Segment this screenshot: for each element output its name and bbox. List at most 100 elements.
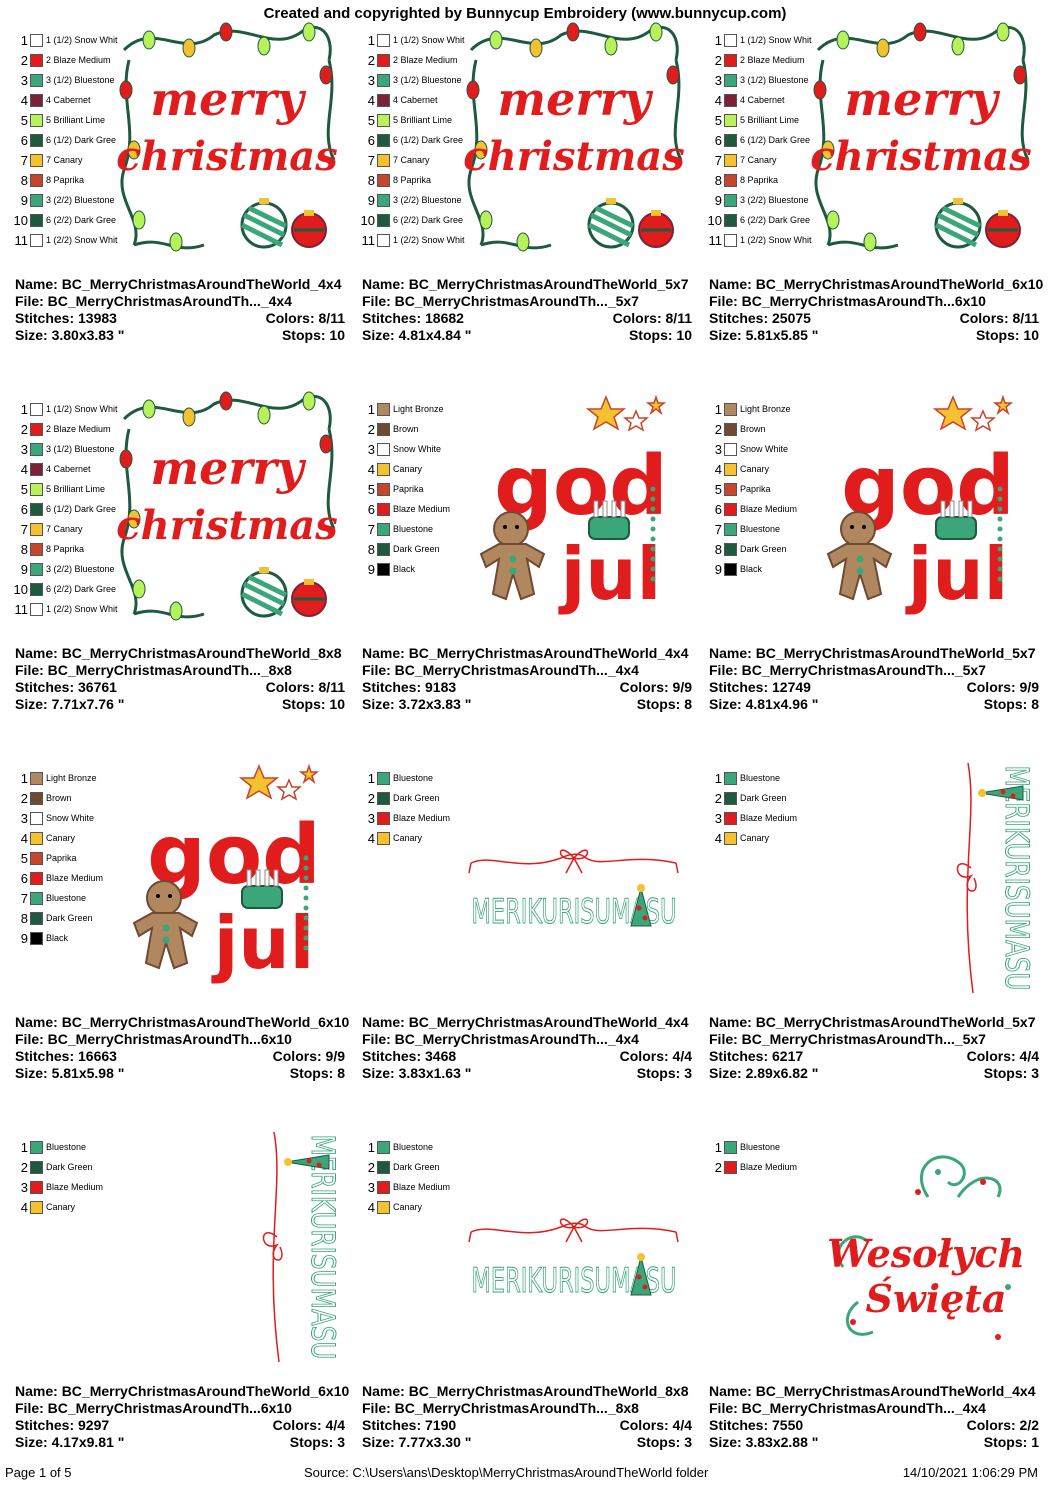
stop-count: 3	[337, 1434, 345, 1450]
legend-color-name: 3 (1/2) Bluestone	[393, 75, 462, 85]
stitch-count: 7190	[425, 1417, 457, 1433]
color-swatch	[724, 1140, 737, 1154]
design-size: 4.81x4.96 "	[745, 696, 819, 712]
legend-color-name: 3 (1/2) Bluestone	[46, 75, 115, 85]
legend-number: 3	[367, 810, 375, 826]
legend-row: 1 Bluestone	[706, 768, 818, 788]
legend-number: 5	[367, 481, 375, 497]
legend-number: 5	[20, 112, 28, 128]
legend-row: 9 Black	[359, 559, 471, 579]
design-info: Name: BC_MerryChristmasAroundTheWorld_6x…	[15, 1383, 355, 1451]
color-swatch	[30, 1140, 43, 1154]
art-text-wesolych: Wesołych	[827, 1231, 1025, 1276]
legend-row: 5 5 Brilliant Lime	[706, 110, 818, 130]
legend-number: 8	[20, 910, 28, 926]
design-preview: merry christmas	[114, 20, 340, 258]
color-swatch	[724, 442, 737, 456]
legend-number: 3	[20, 1179, 28, 1195]
legend-number: 2	[20, 421, 28, 437]
name-label: Name:	[362, 276, 405, 292]
legend-number: 7	[20, 521, 28, 537]
color-swatch	[377, 73, 390, 87]
legend-color-name: Brown	[46, 793, 72, 803]
stop-count: 10	[329, 327, 345, 343]
design-size: 4.17x9.81 "	[51, 1434, 125, 1450]
legend-color-name: 8 Paprika	[393, 175, 432, 185]
color-swatch	[724, 113, 737, 127]
color-swatch	[30, 153, 43, 167]
legend-number: 2	[714, 790, 722, 806]
legend-number: 6	[714, 132, 722, 148]
legend-row: 7 7 Canary	[706, 150, 818, 170]
stitch-count: 36761	[78, 679, 117, 695]
legend-row: 5 5 Brilliant Lime	[359, 110, 471, 130]
color-swatch	[30, 173, 43, 187]
legend-number: 2	[367, 52, 375, 68]
color-swatch	[724, 213, 737, 227]
color-swatch	[377, 771, 390, 785]
stops-label: Stops:	[983, 1434, 1028, 1450]
legend-number: 1	[20, 401, 28, 417]
legend-row: 2 Dark Green	[359, 788, 471, 808]
legend-row: 6 Blaze Medium	[706, 499, 818, 519]
color-legend: 1 1 (1/2) Snow Whit 2 2 Blaze Medium 3 3…	[12, 399, 124, 619]
stop-count: 10	[329, 696, 345, 712]
color-swatch	[30, 33, 43, 47]
legend-row: 3 Blaze Medium	[359, 1177, 471, 1197]
legend-color-name: Dark Green	[740, 544, 787, 554]
legend-color-name: Bluestone	[46, 893, 87, 903]
legend-color-name: 5 Brilliant Lime	[740, 115, 800, 125]
legend-color-name: 6 (2/2) Dark Gree	[46, 584, 117, 594]
legend-color-name: Paprika	[46, 853, 77, 863]
legend-number: 7	[20, 152, 28, 168]
color-swatch	[377, 213, 390, 227]
stop-count: 10	[676, 327, 692, 343]
color-swatch	[724, 153, 737, 167]
legend-row: 1 Bluestone	[359, 1137, 471, 1157]
legend-color-name: 3 (2/2) Bluestone	[46, 195, 115, 205]
color-swatch	[377, 442, 390, 456]
legend-row: 4 Canary	[12, 1197, 124, 1217]
color-swatch	[30, 931, 43, 945]
legend-color-name: 1 (1/2) Snow Whit	[46, 404, 118, 414]
legend-row: 4 4 Cabernet	[706, 90, 818, 110]
design-cell: 1 Light Bronze 2 Brown 3 Snow White 4 Ca…	[6, 738, 353, 1106]
legend-color-name: Bluestone	[393, 773, 434, 783]
legend-number: 3	[367, 1179, 375, 1195]
color-swatch	[724, 402, 737, 416]
design-cell: 1 Bluestone 2 Dark Green 3 Blaze Medium …	[353, 738, 700, 1106]
legend-number: 3	[714, 441, 722, 457]
design-file: BC_MerryChristmasAroundTh..._5x7	[741, 662, 986, 678]
color-swatch	[724, 502, 737, 516]
legend-color-name: 1 (2/2) Snow Whit	[46, 604, 118, 614]
legend-row: 4 Canary	[12, 828, 124, 848]
legend-color-name: Light Bronze	[46, 773, 97, 783]
stitch-count: 9297	[78, 1417, 110, 1433]
legend-row: 9 Black	[706, 559, 818, 579]
art-text-christmas: christmas	[116, 502, 337, 549]
legend-row: 9 Black	[12, 928, 124, 948]
design-size: 3.83x1.63 "	[398, 1065, 472, 1081]
color-swatch	[724, 422, 737, 436]
file-label: File:	[709, 293, 738, 309]
size-label: Size:	[15, 327, 48, 343]
legend-number: 7	[20, 890, 28, 906]
god-jul-artwork: god jul	[132, 763, 321, 985]
legend-number: 6	[20, 132, 28, 148]
legend-row: 7 7 Canary	[12, 150, 124, 170]
name-label: Name:	[15, 276, 58, 292]
legend-color-name: Canary	[740, 464, 770, 474]
legend-row: 11 1 (2/2) Snow Whit	[359, 230, 471, 250]
file-label: File:	[709, 662, 738, 678]
design-name: BC_MerryChristmasAroundTheWorld_4x4	[61, 276, 342, 292]
legend-row: 1 1 (1/2) Snow Whit	[359, 30, 471, 50]
legend-row: 4 Canary	[359, 828, 471, 848]
design-size: 2.89x6.82 "	[745, 1065, 819, 1081]
stitches-label: Stitches:	[709, 310, 769, 326]
color-swatch	[30, 582, 43, 596]
design-info: Name: BC_MerryChristmasAroundTheWorld_5x…	[362, 276, 702, 344]
legend-row: 3 Blaze Medium	[359, 808, 471, 828]
file-label: File:	[362, 662, 391, 678]
file-label: File:	[709, 1400, 738, 1416]
design-name: BC_MerryChristmasAroundTheWorld_6x10	[61, 1383, 350, 1399]
